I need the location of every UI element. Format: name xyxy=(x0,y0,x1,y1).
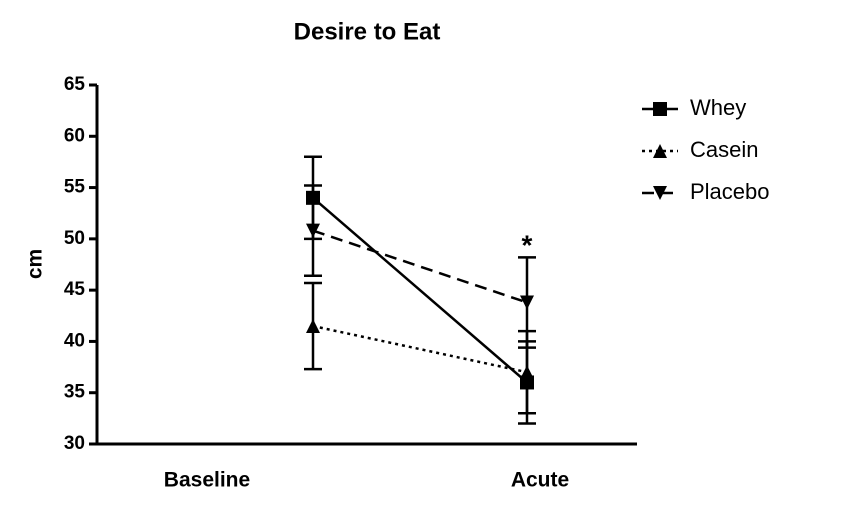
series-line xyxy=(312,324,528,374)
y-tick-label: 50 xyxy=(64,228,85,249)
x-tick-label: Acute xyxy=(511,469,569,492)
marker xyxy=(306,319,320,334)
legend-label: Placebo xyxy=(690,179,770,204)
marker xyxy=(653,144,667,158)
legend-label: Casein xyxy=(690,137,758,162)
annotation: * xyxy=(522,229,533,260)
y-tick-label: 30 xyxy=(64,433,85,454)
x-tick-label: Baseline xyxy=(164,469,250,492)
marker xyxy=(653,186,667,200)
y-tick-label: 35 xyxy=(64,382,86,403)
chart-title: Desire to Eat xyxy=(294,18,441,45)
y-tick-label: 65 xyxy=(64,74,86,95)
legend-label: Whey xyxy=(690,95,746,120)
y-axis-label: cm xyxy=(24,249,47,279)
marker xyxy=(520,365,534,380)
marker xyxy=(306,223,320,238)
marker xyxy=(520,295,534,310)
y-tick-label: 60 xyxy=(64,125,85,146)
series-line xyxy=(312,196,528,384)
y-tick-label: 40 xyxy=(64,330,85,351)
y-tick-label: 55 xyxy=(64,177,86,198)
y-tick-label: 45 xyxy=(64,279,86,300)
marker xyxy=(653,102,667,116)
